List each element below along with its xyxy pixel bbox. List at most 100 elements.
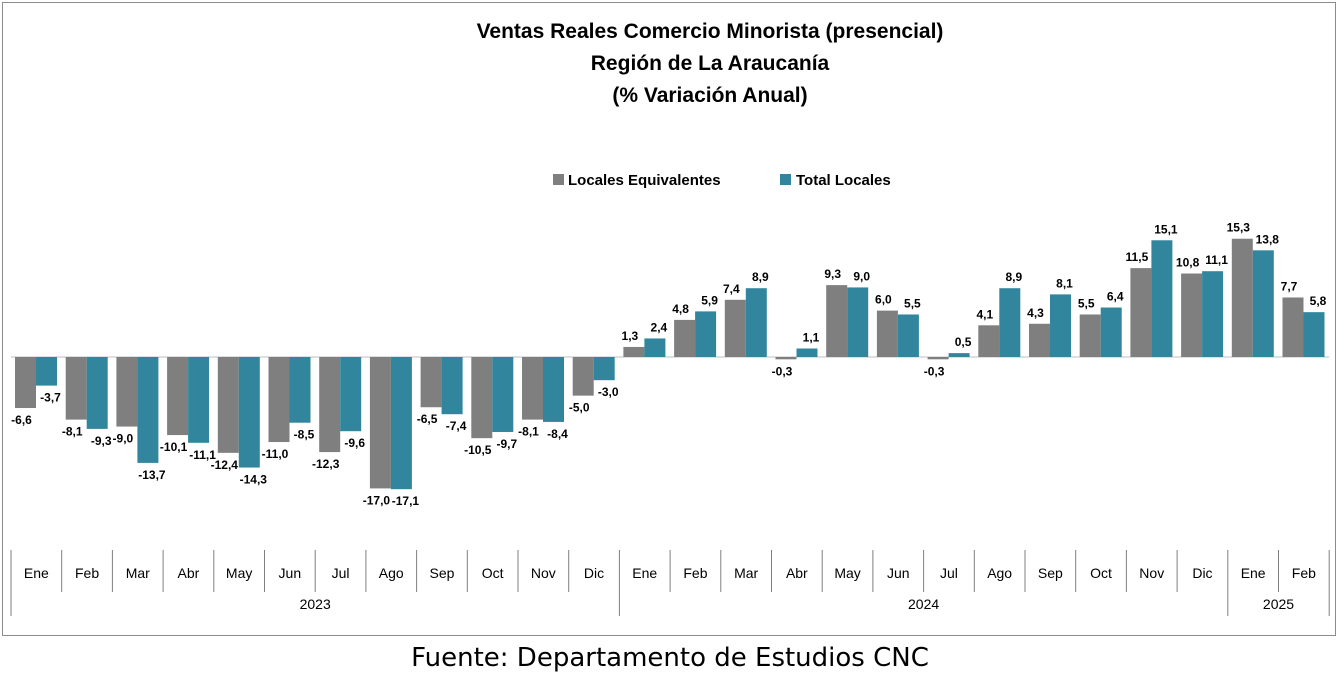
month-label-16: May <box>834 565 860 581</box>
bar-total-11 <box>593 357 615 381</box>
month-label-10: Nov <box>531 565 556 581</box>
data-label-equivalentes-9: -10,5 <box>464 443 492 457</box>
data-label-total-17: 5,5 <box>904 296 921 310</box>
bar-equivalentes-12 <box>623 346 645 357</box>
month-label-22: Nov <box>1139 565 1164 581</box>
data-label-equivalentes-3: -10,1 <box>160 440 188 454</box>
title-line-1: Ventas Reales Comercio Minorista (presen… <box>477 20 944 43</box>
month-label-9: Oct <box>482 565 504 581</box>
bar-total-17 <box>897 314 919 357</box>
month-label-24: Ene <box>1241 565 1266 581</box>
bar-total-13 <box>695 311 717 357</box>
data-label-total-0: -3,7 <box>40 391 61 405</box>
bar-equivalentes-5 <box>268 357 290 443</box>
data-label-total-22: 15,1 <box>1154 222 1178 236</box>
data-label-equivalentes-5: -11,0 <box>262 447 289 461</box>
bar-total-9 <box>492 357 514 432</box>
month-label-20: Sep <box>1038 565 1063 581</box>
month-label-13: Feb <box>683 565 707 581</box>
data-labels-layer: -6,6 -8,1 -9,0 -10,1 -12,4 -11,0 -12,3 -17,0 -6,… <box>11 221 1327 508</box>
data-label-total-8: -7,4 <box>446 419 467 433</box>
data-label-equivalentes-22: 11,5 <box>1126 250 1149 264</box>
bar-equivalentes-15 <box>775 357 797 360</box>
bar-equivalentes-9 <box>471 357 493 439</box>
month-label-19: Ago <box>987 565 1012 581</box>
legend-label-total: Total Locales <box>796 172 891 189</box>
bar-total-25 <box>1303 312 1325 357</box>
data-label-total-11: -3,0 <box>598 385 619 399</box>
data-label-equivalentes-25: 7,7 <box>1281 279 1298 293</box>
month-label-0: Ene <box>24 565 49 581</box>
month-label-4: May <box>226 565 252 581</box>
data-label-total-2: -13,7 <box>138 468 166 482</box>
month-label-8: Sep <box>429 565 454 581</box>
data-label-equivalentes-0: -6,6 <box>11 413 32 427</box>
bar-equivalentes-16 <box>826 285 848 357</box>
data-label-equivalentes-10: -8,1 <box>518 425 539 439</box>
data-label-total-21: 6,4 <box>1107 290 1124 304</box>
title-line-2: Región de La Araucanía <box>591 52 830 75</box>
legend: Locales Equivalentes Total Locales <box>553 172 891 189</box>
data-label-total-3: -11,1 <box>189 448 216 462</box>
bar-equivalentes-10 <box>522 357 543 420</box>
data-label-equivalentes-18: -0,3 <box>924 364 945 378</box>
data-label-equivalentes-4: -12,4 <box>211 458 239 472</box>
data-label-total-7: -17,1 <box>392 494 420 508</box>
month-label-1: Feb <box>75 565 99 581</box>
bar-equivalentes-14 <box>724 299 746 357</box>
month-label-15: Abr <box>786 565 808 581</box>
bar-total-5 <box>289 357 311 423</box>
data-label-equivalentes-21: 5,5 <box>1078 296 1095 310</box>
data-label-equivalentes-2: -9,0 <box>113 432 134 446</box>
bar-total-4 <box>238 357 260 468</box>
bar-equivalentes-22 <box>1130 268 1152 357</box>
data-label-total-10: -8,4 <box>547 427 568 441</box>
data-label-equivalentes-15: -0,3 <box>772 364 793 378</box>
bar-equivalentes-2 <box>116 357 138 427</box>
bar-equivalentes-20 <box>1029 323 1050 357</box>
bar-equivalentes-4 <box>217 357 239 453</box>
data-label-equivalentes-16: 9,3 <box>824 267 841 281</box>
title-line-3: (% Variación Anual) <box>612 84 807 107</box>
data-label-total-24: 13,8 <box>1256 232 1280 246</box>
bar-chart: Ventas Reales Comercio Minorista (presen… <box>10 20 1330 616</box>
month-label-23: Dic <box>1192 565 1212 581</box>
bar-total-20 <box>1050 294 1071 357</box>
data-label-total-18: 0,5 <box>955 335 972 349</box>
bar-equivalentes-25 <box>1282 297 1304 357</box>
data-label-total-4: -14,3 <box>240 473 268 487</box>
bar-total-21 <box>1100 307 1122 357</box>
month-label-2: Mar <box>126 565 150 581</box>
bar-total-1 <box>86 357 108 429</box>
month-label-5: Jun <box>279 565 302 581</box>
data-label-total-20: 8,1 <box>1056 276 1073 290</box>
month-label-11: Dic <box>584 565 604 581</box>
month-label-21: Oct <box>1090 565 1112 581</box>
bar-equivalentes-1 <box>65 357 87 420</box>
bars-layer <box>11 238 1330 490</box>
category-axis: Ene Feb Mar Abr May Jun Jul Ago Sep Oct Nov Dic Ene F… <box>10 550 1330 616</box>
month-label-12: Ene <box>632 565 657 581</box>
month-label-17: Jun <box>887 565 910 581</box>
data-label-total-13: 5,9 <box>701 293 718 307</box>
data-label-total-15: 1,1 <box>803 330 820 344</box>
data-label-total-23: 11,1 <box>1205 253 1228 267</box>
year-label-2023: 2023 <box>300 596 331 612</box>
source-note: Fuente: Departamento de Estudios CNC <box>411 643 929 673</box>
bar-equivalentes-7 <box>369 357 391 489</box>
data-label-equivalentes-7: -17,0 <box>363 493 391 507</box>
data-label-total-1: -9,3 <box>91 434 112 448</box>
bar-total-0 <box>36 357 57 386</box>
month-label-7: Ago <box>379 565 404 581</box>
bar-total-2 <box>137 357 159 463</box>
bar-total-7 <box>390 357 412 490</box>
month-label-3: Abr <box>178 565 200 581</box>
bar-total-3 <box>188 357 210 443</box>
bar-equivalentes-0 <box>15 357 36 409</box>
data-label-total-9: -9,7 <box>496 437 517 451</box>
data-label-equivalentes-24: 15,3 <box>1227 221 1251 235</box>
data-label-total-19: 8,9 <box>1005 270 1022 284</box>
bar-total-10 <box>543 357 564 422</box>
bar-total-18 <box>948 353 970 357</box>
bar-total-16 <box>847 287 869 357</box>
